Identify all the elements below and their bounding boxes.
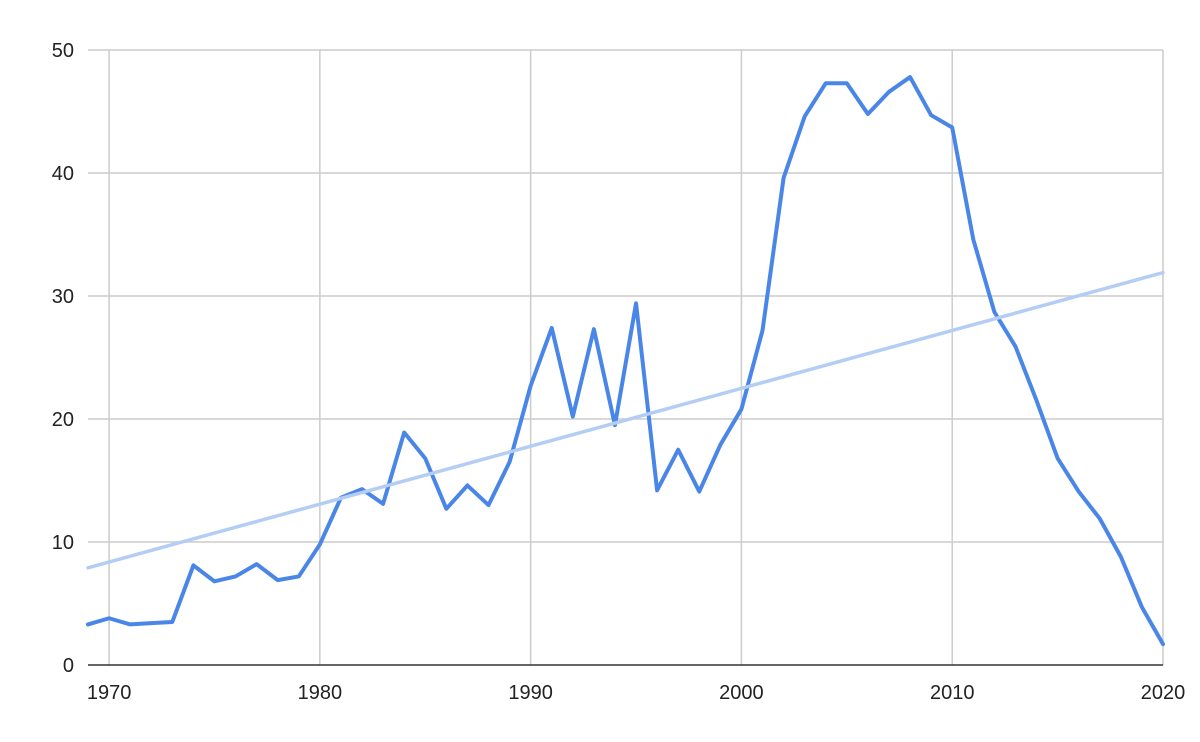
y-tick-label: 30 bbox=[52, 286, 74, 308]
x-axis-ticks: 1970 1980 1990 2000 2010 2020 bbox=[87, 682, 1185, 704]
x-tick-label: 2020 bbox=[1141, 682, 1186, 704]
series-group bbox=[86, 75, 1165, 647]
trendline bbox=[86, 270, 1165, 570]
y-tick-label: 50 bbox=[52, 40, 74, 62]
series-line-0 bbox=[86, 75, 1165, 647]
x-tick-label: 1970 bbox=[87, 682, 132, 704]
x-tick-label: 1990 bbox=[508, 682, 553, 704]
x-tick-label: 1980 bbox=[298, 682, 343, 704]
gridlines bbox=[88, 49, 1164, 665]
y-tick-label: 0 bbox=[63, 655, 74, 677]
x-tick-label: 2010 bbox=[930, 682, 975, 704]
y-tick-label: 10 bbox=[52, 532, 74, 554]
y-axis-ticks: 0 10 20 30 40 50 bbox=[52, 40, 74, 677]
y-tick-label: 20 bbox=[52, 409, 74, 431]
y-tick-label: 40 bbox=[52, 163, 74, 185]
x-tick-label: 2000 bbox=[719, 682, 764, 704]
